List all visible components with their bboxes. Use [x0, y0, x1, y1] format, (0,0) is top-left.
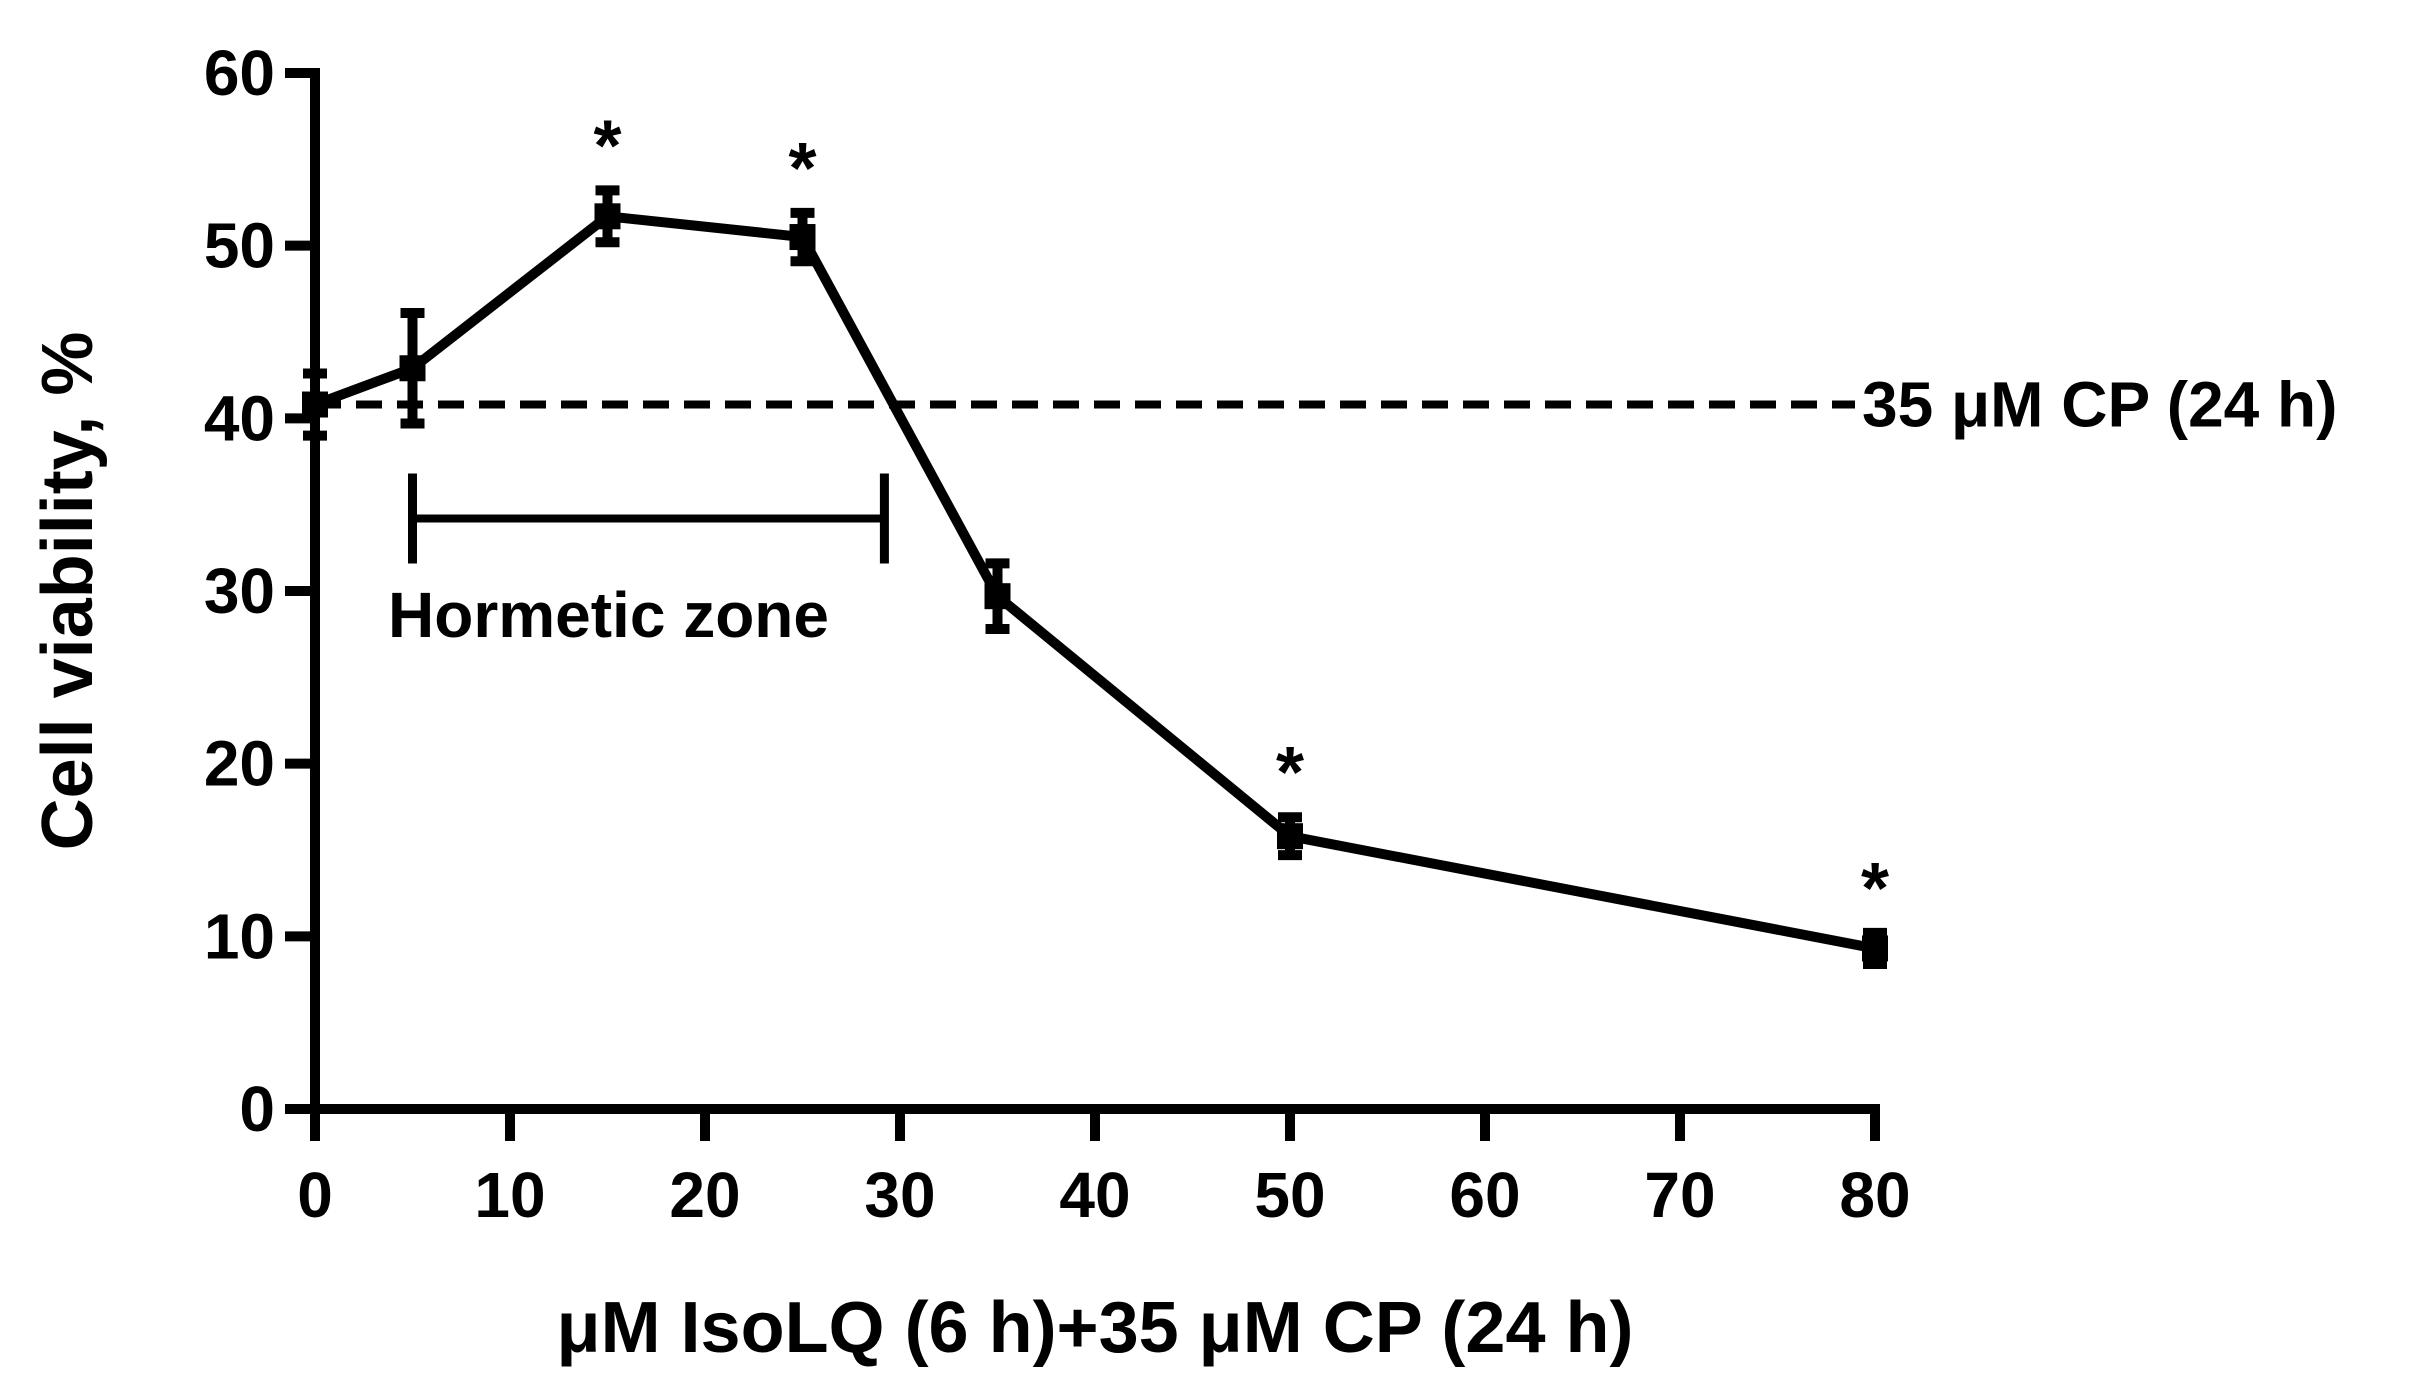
data-point	[984, 583, 1011, 610]
y-tick-label: 40	[204, 382, 275, 454]
y-axis-title: Cell viability, %	[28, 332, 108, 851]
significance-star: *	[593, 106, 621, 186]
y-tick-label: 60	[204, 37, 275, 109]
x-tick-label: 10	[474, 1159, 545, 1231]
data-point	[399, 355, 426, 382]
hormetic-zone-label: Hormetic zone	[388, 579, 829, 651]
data-series: * * * *	[302, 106, 1889, 969]
significance-star: *	[1861, 849, 1889, 929]
x-tick-label: 50	[1254, 1159, 1325, 1231]
y-tick-label: 20	[204, 728, 275, 800]
x-tick-label: 80	[1839, 1159, 1910, 1231]
significance-star: *	[788, 129, 816, 209]
x-tick-label: 0	[297, 1159, 333, 1231]
data-point	[302, 391, 328, 418]
y-tick-label: 10	[204, 900, 275, 972]
reference-line-label: 35 μM CP (24 h)	[1862, 369, 2337, 441]
x-tick-label: 40	[1059, 1159, 1130, 1231]
data-point	[789, 224, 816, 251]
hormetic-zone-bracket	[408, 473, 889, 564]
x-axis-title: μM IsoLQ (6 h)+35 μM CP (24 h)	[557, 1288, 1634, 1368]
y-tick-label: 0	[239, 1073, 275, 1145]
y-tick-label: 50	[204, 210, 275, 282]
data-point	[1277, 823, 1303, 850]
y-tick-label: 30	[204, 555, 275, 627]
x-tick-label: 70	[1644, 1159, 1715, 1231]
data-point	[1862, 935, 1888, 962]
significance-star: *	[1276, 733, 1304, 813]
x-tick-label: 20	[669, 1159, 740, 1231]
x-tick-label: 30	[864, 1159, 935, 1231]
data-point	[594, 203, 621, 230]
x-tick-label: 60	[1449, 1159, 1520, 1231]
axes: 0 10 20 30 40 50 60 0 10 20 30 40 50 60 70 80	[204, 37, 1911, 1231]
